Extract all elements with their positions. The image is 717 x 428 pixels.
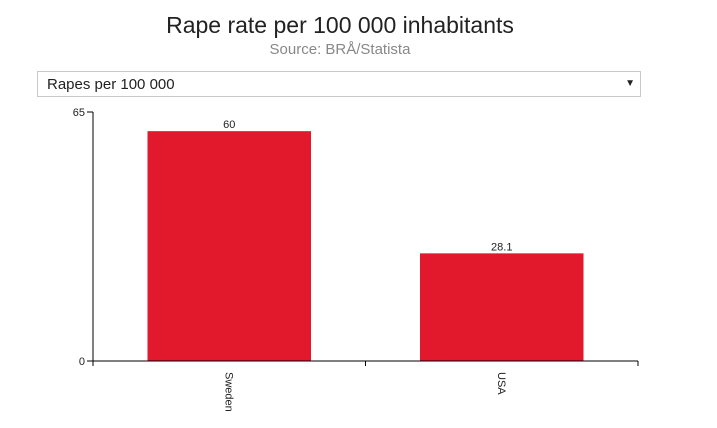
bar-sweden <box>147 131 311 361</box>
data-label-usa: 28.1 <box>491 241 512 253</box>
y-tick-label: 0 <box>79 356 85 368</box>
triangle-down-icon: ▼ <box>625 78 635 89</box>
chart-subtitle: Source: BRÅ/Statista <box>269 41 411 58</box>
y-tick-label: 65 <box>73 107 85 119</box>
metric-select-value: Rapes per 100 000 <box>47 76 175 93</box>
data-label-sweden: 60 <box>223 119 235 131</box>
x-tick-label-usa: USA <box>495 372 507 395</box>
y-ticks-group: 0 65 <box>73 107 93 368</box>
bars-group <box>147 131 584 361</box>
data-labels-group: 60 28.1 <box>223 119 512 253</box>
bar-usa <box>420 253 584 361</box>
chart-title: Rape rate per 100 000 inhabitants <box>166 12 514 38</box>
metric-select[interactable]: Rapes per 100 000 ▼ <box>37 71 641 97</box>
x-ticks-group: Sweden USA <box>92 361 639 412</box>
x-tick-label-sweden: Sweden <box>222 372 234 412</box>
